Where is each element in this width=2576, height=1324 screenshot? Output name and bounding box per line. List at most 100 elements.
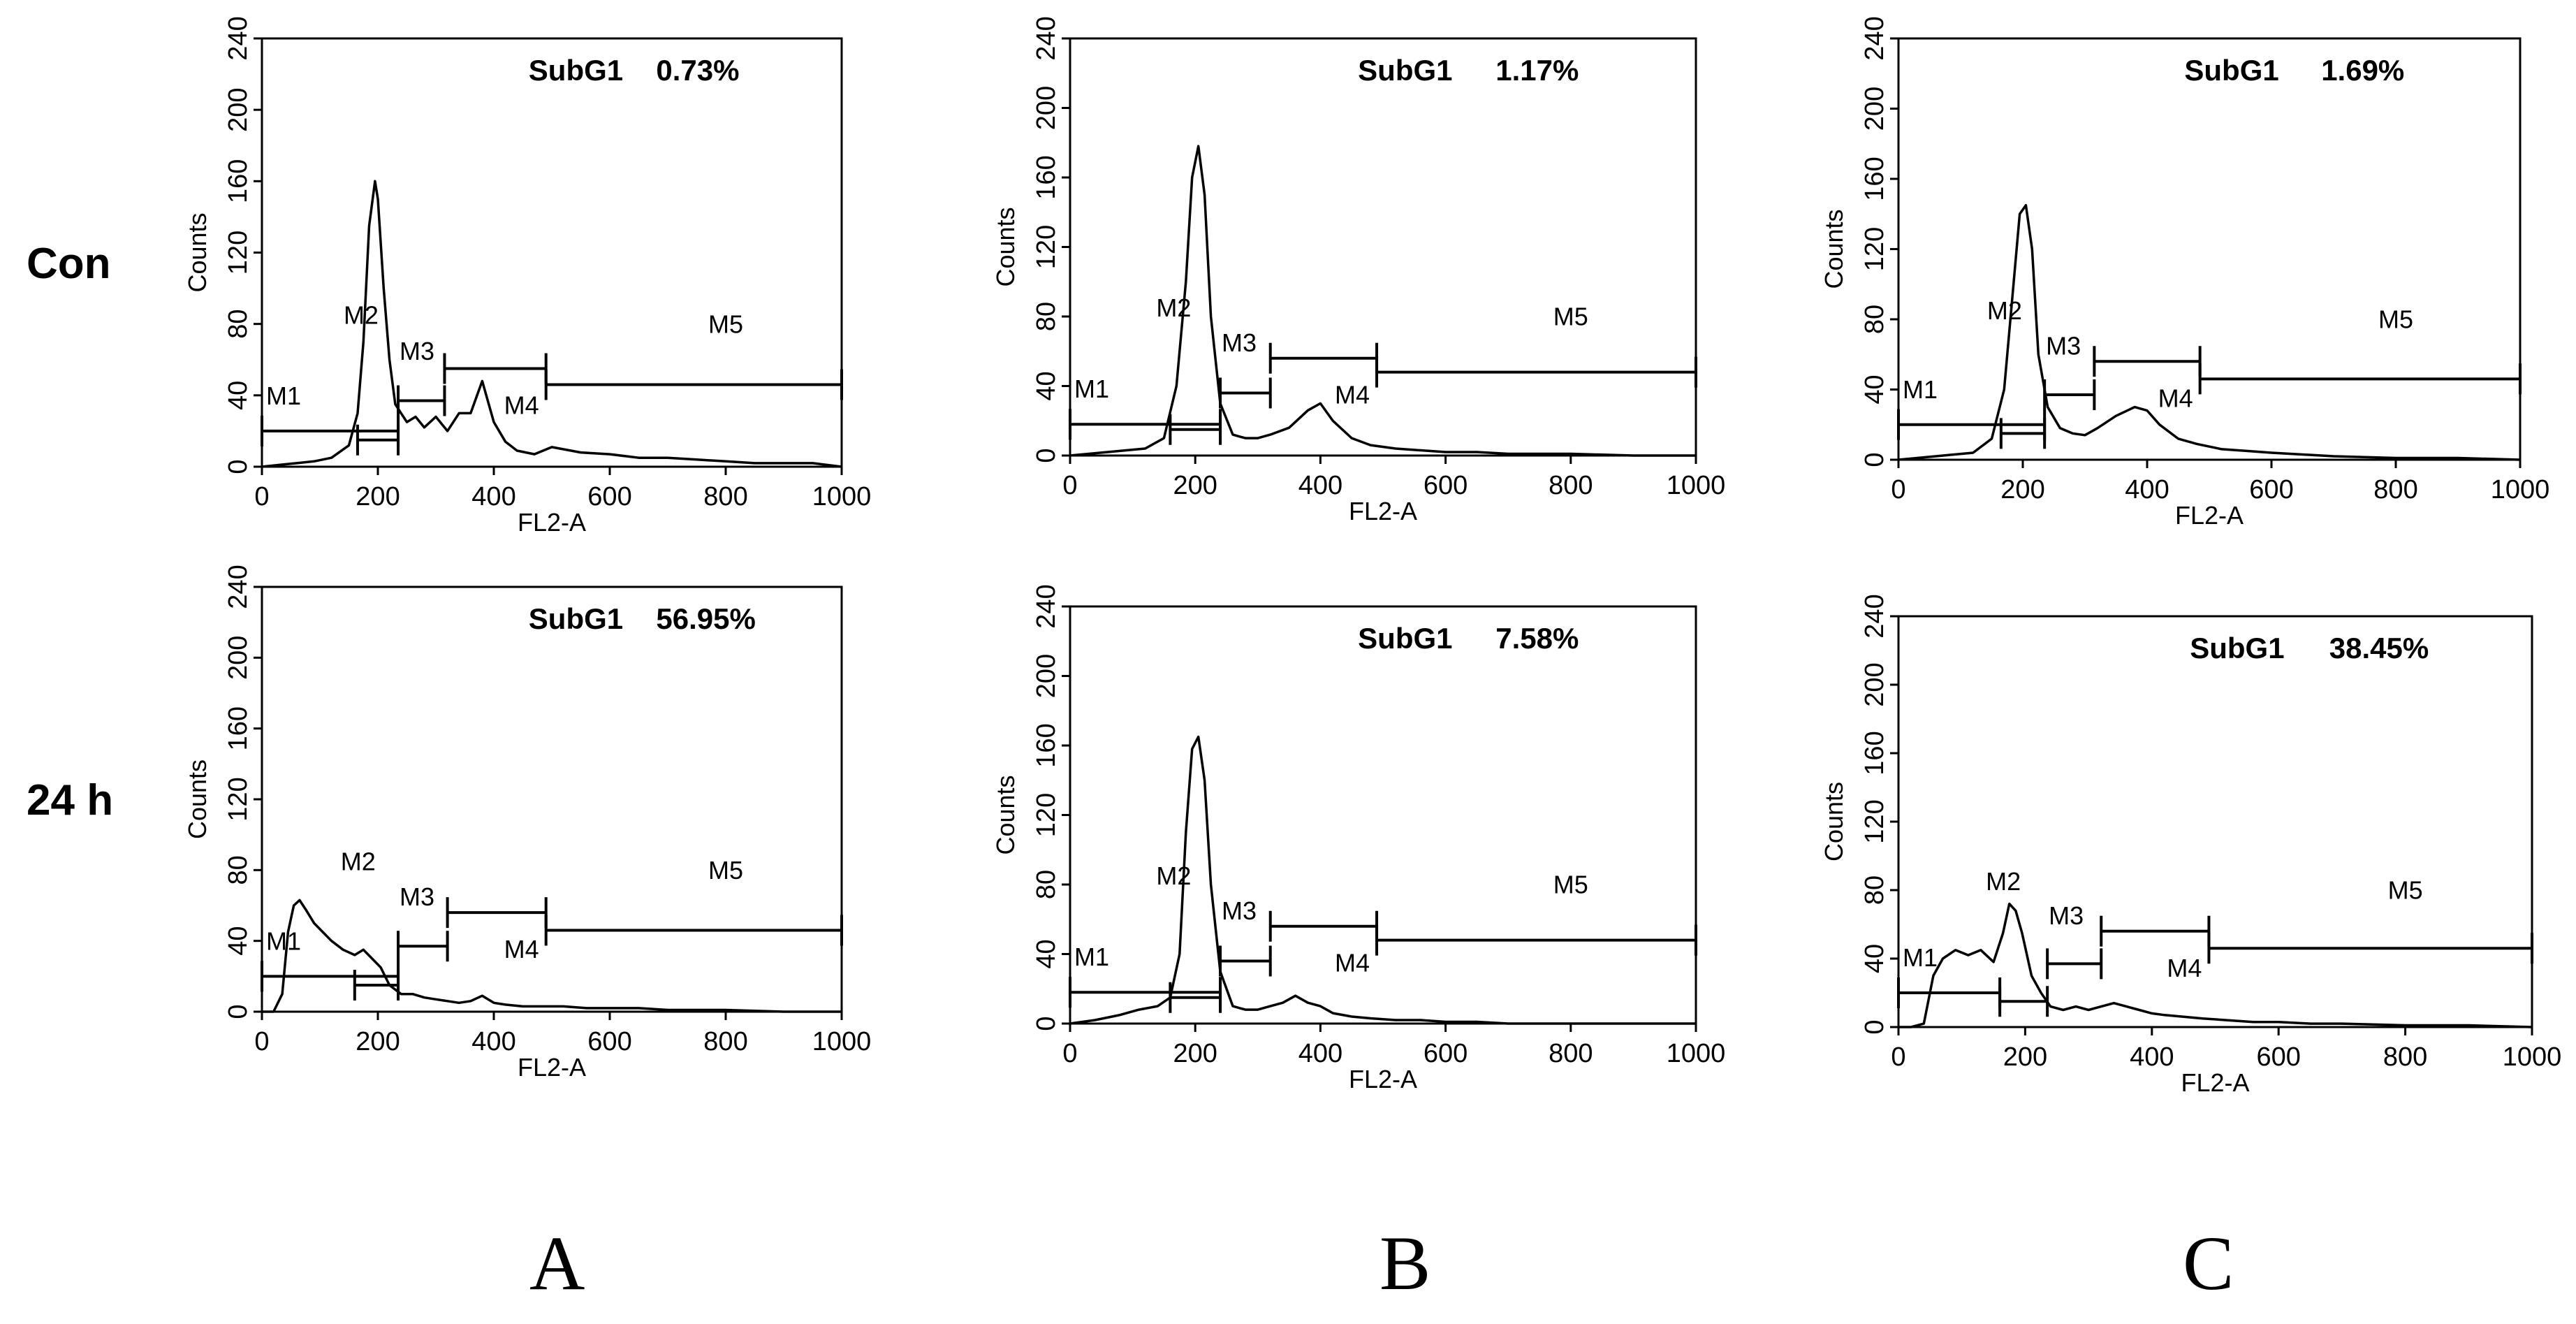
y-axis-title: Counts (183, 212, 212, 292)
y-tick-label: 80 (1032, 870, 1061, 899)
x-axis-title: FL2-A (2175, 501, 2244, 530)
x-tick-label: 1000 (812, 1027, 872, 1056)
subg1-label: SubG1 (2184, 54, 2278, 87)
histogram-panel-C-24h: 0 40 80 120 160 200 240 0 200 400 600 800 1000 FL2-A C… (1820, 594, 2561, 1097)
marker-label-m3: M3 (1222, 328, 1257, 357)
marker-label-m5: M5 (708, 310, 743, 338)
y-tick-label: 160 (1860, 731, 1889, 775)
y-tick-label: 80 (1032, 302, 1061, 331)
histogram-panel-A-24h: 0 40 80 120 160 200 240 0 200 400 600 800 1000 FL2-A C… (183, 565, 871, 1082)
x-tick-label: 400 (471, 482, 515, 511)
marker-label-m2: M2 (1156, 861, 1191, 890)
y-tick-label: 120 (1032, 793, 1061, 837)
marker-label-m2: M2 (1156, 293, 1191, 322)
x-tick-label: 600 (2249, 475, 2293, 504)
histogram-panel-B-24h: 0 40 80 120 160 200 240 0 200 400 600 800 1000 FL2-A C… (991, 584, 1725, 1093)
marker-label-m2: M2 (1987, 296, 2022, 325)
subg1-value: 7.58% (1495, 622, 1579, 655)
marker-label-m3: M3 (2046, 331, 2081, 360)
x-tick-label: 0 (254, 1027, 269, 1056)
y-tick-label: 40 (224, 926, 253, 956)
x-tick-label: 800 (703, 482, 747, 511)
x-tick-label: 1000 (1667, 471, 1726, 500)
y-tick-label: 0 (1860, 1019, 1889, 1034)
marker-label-m2: M2 (1986, 867, 2021, 896)
x-tick-label: 200 (2000, 475, 2044, 504)
x-tick-label: 0 (254, 482, 269, 511)
column-label-a: A (529, 1221, 585, 1306)
y-tick-label: 0 (1032, 1016, 1061, 1031)
histogram-trace (1898, 203, 2521, 461)
x-tick-label: 0 (1062, 1039, 1077, 1068)
y-tick-label: 120 (224, 777, 253, 821)
y-tick-label: 40 (1860, 374, 1889, 404)
subg1-label: SubG1 (1358, 54, 1452, 87)
y-tick-label: 200 (1860, 662, 1889, 706)
y-tick-label: 240 (1032, 584, 1061, 628)
marker-label-m1: M1 (1074, 374, 1109, 403)
x-tick-label: 1000 (1667, 1039, 1726, 1068)
marker-label-m5: M5 (1553, 302, 1588, 330)
x-tick-label: 600 (587, 1027, 631, 1056)
plot-frame (1897, 37, 2522, 461)
y-tick-label: 40 (1032, 371, 1061, 400)
x-tick-label: 0 (1891, 1042, 1905, 1072)
marker-label-m5: M5 (2388, 875, 2423, 904)
marker-label-m5: M5 (1553, 870, 1588, 899)
y-tick-label: 240 (1860, 594, 1889, 638)
subg1-value: 1.69% (2321, 54, 2404, 87)
subg1-label: SubG1 (529, 602, 623, 635)
x-tick-label: 1000 (812, 482, 872, 511)
x-tick-label: 800 (2373, 475, 2417, 504)
marker-label-m1: M1 (266, 381, 301, 410)
y-tick-label: 80 (1860, 305, 1889, 334)
marker-label-m4: M4 (2167, 954, 2202, 982)
y-tick-label: 240 (224, 565, 253, 609)
marker-label-m4: M4 (1335, 381, 1370, 409)
y-axis-title: Counts (1820, 209, 1848, 289)
y-tick-label: 40 (224, 381, 253, 410)
x-tick-label: 400 (2130, 1042, 2174, 1072)
y-tick-label: 200 (1860, 87, 1889, 131)
x-tick-label: 800 (2383, 1042, 2427, 1072)
marker-label-m4: M4 (504, 935, 539, 963)
y-tick-label: 200 (1032, 654, 1061, 698)
marker-label-m5: M5 (708, 856, 743, 885)
plot-frame (1069, 605, 1697, 1025)
x-tick-label: 800 (1549, 471, 1593, 500)
y-axis-title: Counts (991, 207, 1020, 286)
y-tick-label: 80 (1860, 875, 1889, 905)
x-tick-label: 200 (2003, 1042, 2047, 1072)
x-tick-label: 0 (1891, 475, 1905, 504)
y-tick-label: 240 (224, 16, 253, 60)
marker-label-m4: M4 (2158, 384, 2193, 412)
y-tick-label: 160 (1032, 155, 1061, 199)
subg1-value: 0.73% (656, 54, 739, 87)
y-tick-label: 0 (224, 459, 253, 474)
x-tick-label: 600 (587, 482, 631, 511)
histogram-panel-C-con: 0 40 80 120 160 200 240 0 200 400 600 800 1000 FL2-A C… (1820, 16, 2549, 530)
x-tick-label: 600 (2256, 1042, 2300, 1072)
marker-label-m3: M3 (400, 882, 434, 911)
y-tick-label: 160 (1860, 157, 1889, 201)
y-tick-label: 0 (1032, 448, 1061, 463)
y-tick-label: 40 (1032, 939, 1061, 968)
column-label-b: B (1380, 1221, 1431, 1306)
x-tick-label: 400 (1298, 1039, 1342, 1068)
row-label-con: Con (27, 240, 111, 288)
histogram-panel-A-con: 0 40 80 120 160 200 240 0 200 400 600 800 1000 FL2-A C… (183, 16, 871, 537)
plot-frame (261, 37, 843, 468)
y-tick-label: 40 (1860, 944, 1889, 973)
y-tick-label: 160 (224, 706, 253, 750)
x-tick-label: 400 (2125, 475, 2169, 504)
marker-label-m3: M3 (1222, 896, 1257, 925)
y-tick-label: 240 (1860, 16, 1889, 60)
x-tick-label: 800 (1549, 1039, 1593, 1068)
x-tick-label: 800 (703, 1027, 747, 1056)
plot-frame (1897, 615, 2533, 1028)
marker-label-m3: M3 (2049, 901, 2084, 930)
x-tick-label: 600 (1424, 471, 1468, 500)
x-tick-label: 200 (356, 1027, 400, 1056)
